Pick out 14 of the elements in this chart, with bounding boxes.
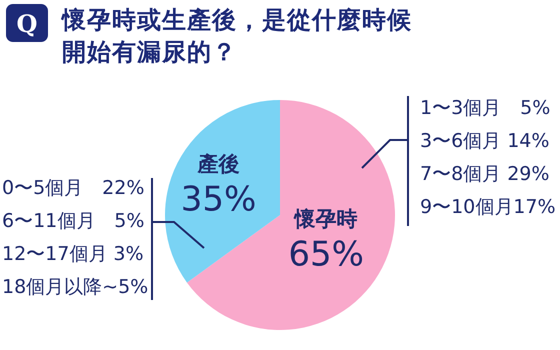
text: 0〜5個月 22% (2, 176, 144, 200)
data-label: 65% (288, 234, 364, 274)
text: 18個月以降~5% (2, 275, 148, 299)
slice-label: 懷孕時 (292, 206, 358, 231)
text: 7〜8個月 29% (420, 162, 550, 186)
chart-title: 懷孕時或生產後，是從什麼時候開始有漏尿的？ (62, 5, 413, 68)
q-badge: Q (6, 4, 48, 42)
slice-label: 產後 (196, 152, 240, 176)
data-label: 35% (180, 180, 256, 220)
text: 3〜6個月 14% (420, 129, 550, 153)
text: 1〜3個月 5% (420, 96, 550, 120)
text: 9〜10個月17% (420, 195, 556, 219)
text: 6〜11個月 5% (2, 209, 144, 233)
text: 12〜17個月 3% (2, 242, 144, 266)
